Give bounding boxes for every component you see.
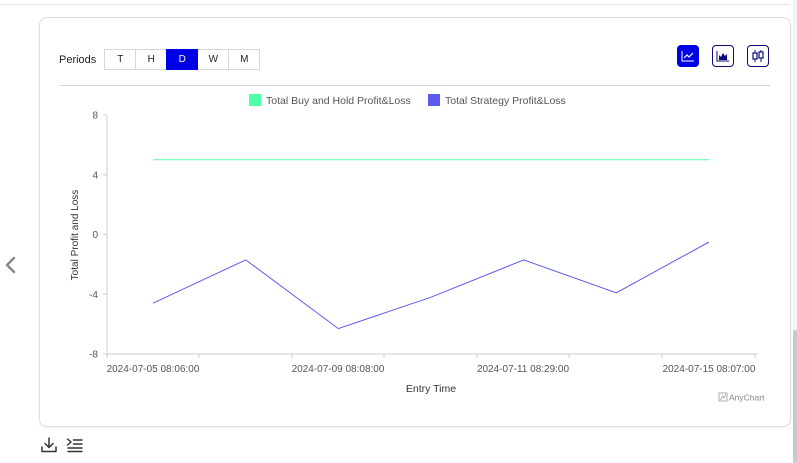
y-tick-label: 0 (92, 230, 98, 241)
y-tick-label: -8 (89, 350, 98, 361)
y-tick-label: 8 (92, 111, 98, 122)
anychart-credit[interactable]: AnyChart (718, 392, 765, 403)
scrollbar-thumb[interactable] (793, 330, 797, 463)
line-chart-icon (681, 51, 694, 62)
indent-list-icon[interactable] (66, 436, 84, 454)
period-selector: Periods T H D W M (59, 49, 261, 70)
legend-swatch-strategy (428, 94, 440, 106)
periods-label: Periods (59, 53, 97, 66)
series-layer (152, 159, 710, 330)
x-axis-ticks: 2024-07-05 08:06:00 2024-07-09 08:08:00 20… (106, 354, 756, 375)
area-chart-icon (716, 51, 729, 62)
y-axis-ticks: 8 4 0 -4 -8 (89, 111, 107, 361)
anychart-logo-icon (718, 392, 728, 402)
legend-item-strategy[interactable]: Total Strategy Profit&Loss (428, 94, 566, 107)
period-button-d[interactable]: D (166, 49, 199, 70)
anychart-credit-label: AnyChart (729, 393, 765, 403)
toolbar-divider (59, 85, 770, 86)
x-tick-label: 2024-07-09 08:08:00 (292, 364, 385, 375)
legend-swatch-buy-hold (249, 94, 261, 106)
candlestick-chart-icon (752, 50, 764, 62)
legend-label-buy-hold: Total Buy and Hold Profit&Loss (266, 95, 411, 107)
legend-label-strategy: Total Strategy Profit&Loss (445, 95, 566, 107)
period-button-group: T H D W M (104, 49, 261, 70)
y-tick-label: 4 (92, 170, 98, 181)
candlestick-chart-button[interactable] (747, 45, 769, 67)
y-axis-title: Total Profit and Loss (70, 190, 81, 281)
scrollbar-track[interactable] (793, 0, 797, 463)
x-axis-title: Entry Time (406, 383, 456, 395)
x-tick-label: 2024-07-11 08:29:00 (477, 364, 570, 375)
chevron-left-icon[interactable] (4, 256, 18, 274)
legend-item-buy-hold[interactable]: Total Buy and Hold Profit&Loss (249, 94, 411, 107)
period-button-m[interactable]: M (228, 49, 261, 70)
chart-legend: Total Buy and Hold Profit&Loss Total Str… (249, 94, 566, 107)
x-tick-label: 2024-07-15 08:07:00 (663, 364, 756, 375)
series-line-strategy[interactable] (152, 241, 710, 330)
x-tick-label: 2024-07-05 08:06:00 (107, 364, 200, 375)
download-icon[interactable] (40, 436, 58, 454)
area-chart-button[interactable] (712, 45, 734, 67)
top-divider (0, 4, 790, 5)
line-chart-button[interactable] (677, 45, 699, 67)
y-tick-label: -4 (89, 290, 98, 301)
